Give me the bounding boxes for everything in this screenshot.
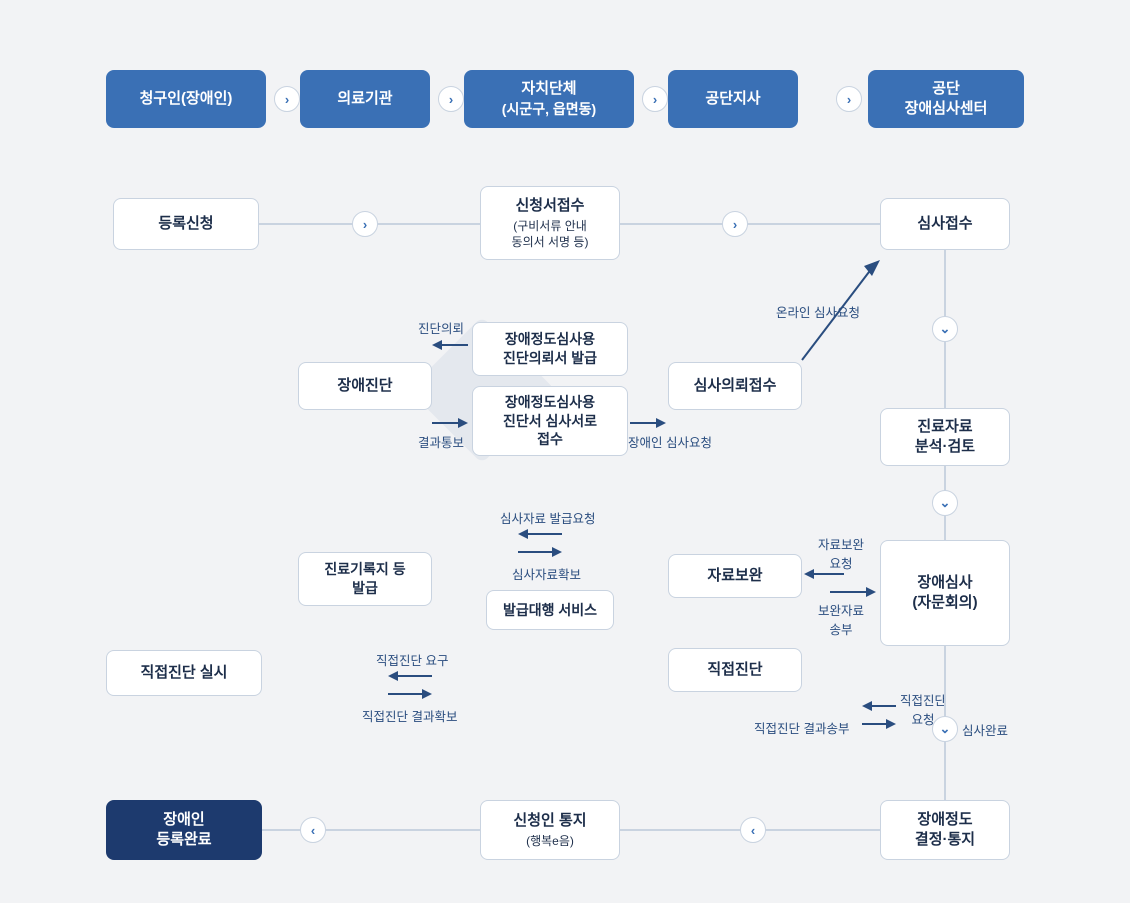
header-branch-label: 공단지사 [705,89,760,109]
node-review-receipt-label: 심사접수 [917,214,972,234]
node-records: 진료기록지 등 발급 [298,552,432,606]
chevron-left-icon: ‹ [740,817,766,843]
label-direct-request: 직접진단 요구 [376,650,448,669]
node-issue-referral: 장애정도심사용 진단의뢰서 발급 [472,322,628,376]
header-center: 공단 장애심사센터 [868,70,1024,128]
chevron-down-icon: ⌄ [932,490,958,516]
node-supplement-label: 자료보완 [707,566,762,586]
node-direct-diag: 직접진단 [668,648,802,692]
node-complete: 장애인 등록완료 [106,800,262,860]
node-supplement: 자료보완 [668,554,802,598]
chevron-right-icon: › [352,211,378,237]
arrow-left-icon [388,670,432,682]
arrow-left-icon [432,338,468,352]
node-notify: 신청인 통지 (행복e음) [480,800,620,860]
header-local-gov: 자치단체 (시군구, 읍면동) [464,70,634,128]
node-request-receipt-label: 심사의뢰접수 [694,376,777,396]
chevron-left-icon: ‹ [300,817,326,843]
arrow-right-icon [830,586,876,598]
node-analysis-label: 진료자료 분석·검토 [915,417,975,458]
arrow-right-icon [862,718,896,730]
chevron-right-icon: › [722,211,748,237]
arrow-diag-icon [802,260,880,360]
chevron-right-icon: › [274,86,300,112]
node-receipt-label: 신청서접수 [515,196,584,216]
node-records-label: 진료기록지 등 발급 [324,560,405,598]
node-notify-label: 신청인 통지 [513,811,586,831]
header-local-gov-line2: (시군구, 읍면동) [502,100,596,119]
node-direct-diag-label: 직접진단 [707,660,762,680]
arrow-right-icon [630,416,666,430]
node-proxy-service: 발급대행 서비스 [486,590,614,630]
chevron-down-icon: ⌄ [932,316,958,342]
node-review: 장애심사 (자문회의) [880,540,1010,646]
connector [620,223,880,225]
chevron-right-icon: › [836,86,862,112]
header-center-line1: 공단 [932,79,960,99]
label-review-done: 심사완료 [962,720,1008,739]
header-local-gov-line1: 자치단체 [521,79,576,99]
node-direct-exec-label: 직접진단 실시 [141,663,228,683]
node-request-receipt: 심사의뢰접수 [668,362,802,410]
node-diagnosis-label: 장애진단 [337,376,392,396]
arrow-left-icon [518,528,562,540]
node-review-receipt: 심사접수 [880,198,1010,250]
node-decision: 장애정도 결정·통지 [880,800,1010,860]
node-receipt: 신청서접수 (구비서류 안내 동의서 서명 등) [480,186,620,260]
label-material-request: 심사자료 발급요청 [500,508,595,527]
arrow-right-icon [432,416,468,430]
node-notify-sub: (행복e음) [526,833,574,849]
header-medical: 의료기관 [300,70,430,128]
label-result-notify: 결과통보 [418,432,464,451]
chevron-down-icon: ⌄ [932,716,958,742]
chevron-right-icon: › [438,86,464,112]
node-complete-label: 장애인 등록완료 [156,810,211,851]
node-direct-exec: 직접진단 실시 [106,650,262,696]
node-apply-label: 등록신청 [158,214,213,234]
label-direct-result: 직접진단 결과확보 [362,706,457,725]
arrow-left-icon [862,700,896,712]
label-disabled-request: 장애인 심사요청 [628,432,712,451]
header-center-line2: 장애심사센터 [905,99,988,119]
arrow-right-icon [518,546,562,558]
node-analysis: 진료자료 분석·검토 [880,408,1010,466]
header-medical-label: 의료기관 [337,89,392,109]
node-diagnosis: 장애진단 [298,362,432,410]
node-receipt-sub: (구비서류 안내 동의서 서명 등) [512,218,589,250]
node-apply: 등록신청 [113,198,259,250]
label-diag-request: 진단의뢰 [418,318,464,337]
label-supp-request: 자료보완 요청 [818,534,864,572]
chevron-right-icon: › [642,86,668,112]
node-issue-referral-label: 장애정도심사용 진단의뢰서 발급 [503,330,597,368]
node-decision-label: 장애정도 결정·통지 [915,810,975,851]
label-supp-send: 보완자료 송부 [818,600,864,638]
label-direct-send: 직접진단 결과송부 [754,718,849,737]
header-claimant-label: 청구인(장애인) [140,89,233,109]
node-issue-cert-label: 장애정도심사용 진단서 심사서로 접수 [503,393,597,450]
node-review-label: 장애심사 (자문회의) [912,573,977,614]
flowchart-canvas: 청구인(장애인) › 의료기관 › 자치단체 (시군구, 읍면동) › 공단지사… [0,0,1130,903]
header-branch: 공단지사 [668,70,798,128]
node-issue-cert: 장애정도심사용 진단서 심사서로 접수 [472,386,628,456]
node-proxy-label: 발급대행 서비스 [503,601,597,620]
label-material-secure: 심사자료확보 [512,564,581,583]
connector [262,829,480,831]
arrow-right-icon [388,688,432,700]
arrow-left-icon [804,568,844,580]
header-claimant: 청구인(장애인) [106,70,266,128]
